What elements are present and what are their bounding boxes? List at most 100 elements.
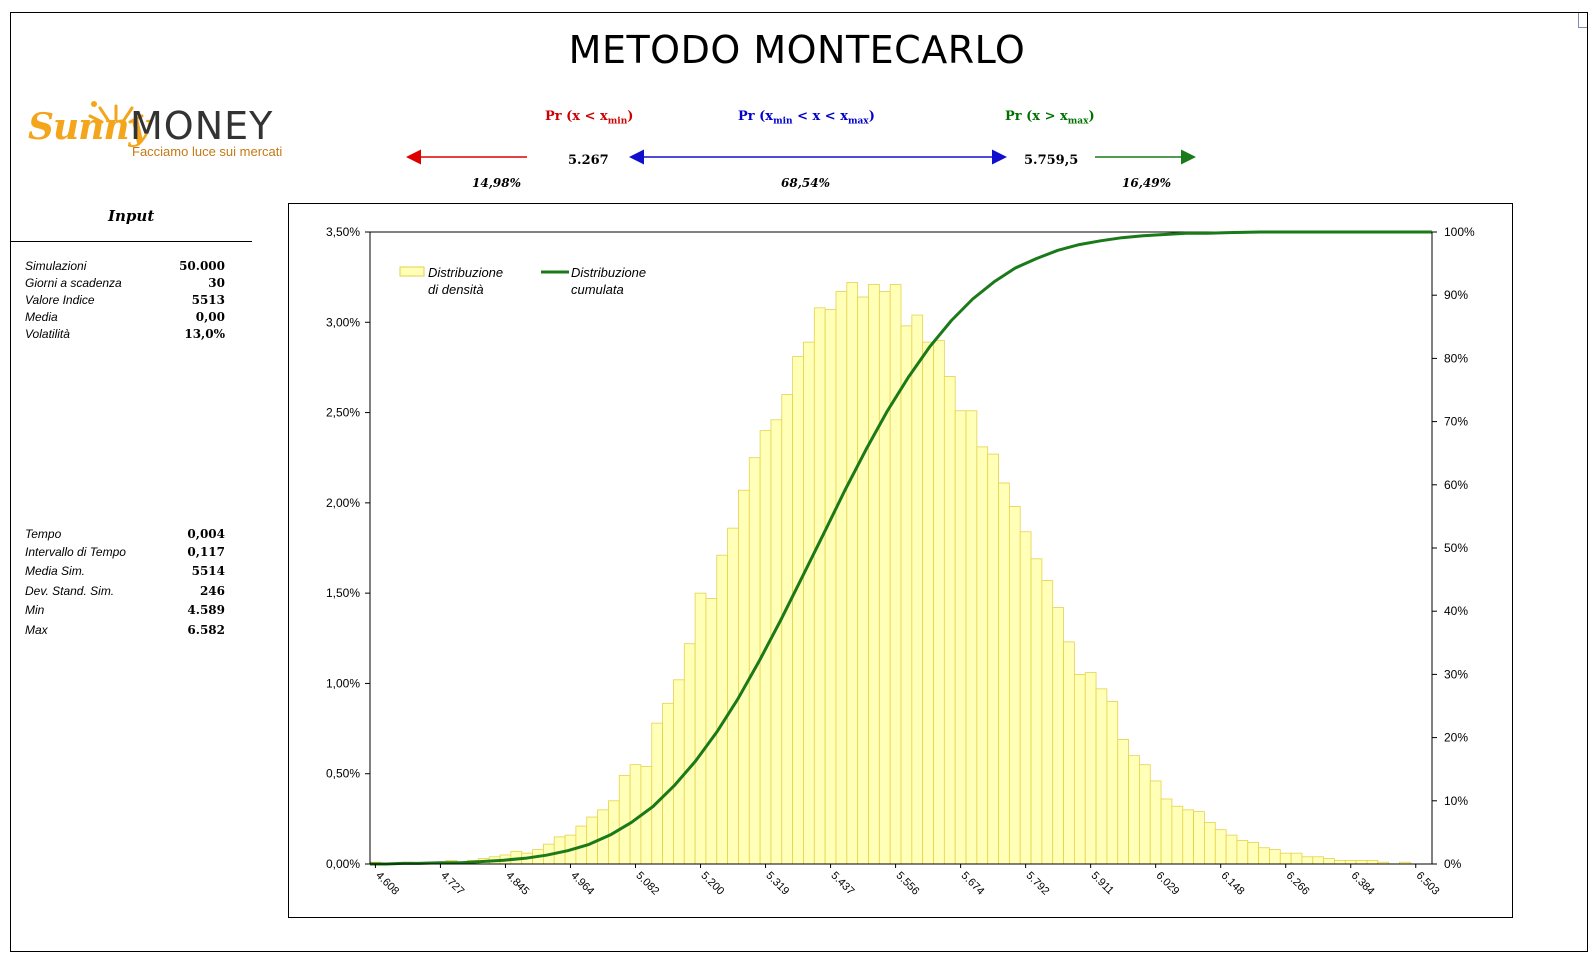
page-title: METODO MONTECARLO [568,28,1026,72]
density-bar [1019,531,1032,865]
density-bar [998,482,1010,865]
x-tick-label: 5.556 [893,870,921,898]
legend-cumulative-line1: Distribuzione [571,265,646,280]
density-bar [1355,859,1368,865]
density-bar [662,702,674,865]
density-bar [1171,805,1184,865]
window-corner-mark [1578,13,1587,28]
density-bar [1258,847,1270,865]
density-bar [683,643,696,865]
y-left-tick-label: 2,00% [326,496,360,510]
density-bar [878,291,891,865]
x-tick-label: 5.319 [763,870,791,898]
right-tail-pct: 16,49% [1122,176,1171,190]
density-bar [1247,841,1260,865]
x-tick-label: 6.148 [1219,870,1247,898]
sunny-money-logo: Sunny MONEY Facciamo luce sui mercati [26,100,286,170]
y-right-tick-label: 80% [1444,351,1468,365]
density-bar [1204,822,1216,865]
density-bar [835,291,848,865]
prob-below-min-label: Pr (x < xmin) [545,109,634,127]
density-bar [770,419,783,865]
x-tick-label: 6.384 [1349,870,1377,898]
density-bar [813,307,826,865]
y-left-tick-label: 3,50% [326,225,360,239]
density-bar [1117,739,1129,865]
x-tick-label: 4.727 [438,870,466,898]
x-tick-label: 6.503 [1414,870,1442,898]
density-bar [716,554,729,865]
density-bar [965,410,978,865]
y-right-tick-label: 50% [1444,541,1468,555]
y-right-tick-label: 0% [1444,857,1462,871]
density-bar [727,527,739,865]
density-bar [900,325,913,865]
x-tick-label: 5.911 [1089,870,1116,897]
density-bar [857,296,869,865]
x-tick-label: 4.608 [373,870,401,898]
density-bar [1073,673,1086,865]
legend-density-line1: Distribuzione [428,265,503,280]
y-right-tick-label: 90% [1444,288,1468,302]
density-bar [705,598,718,865]
y-right-tick-label: 20% [1444,731,1468,745]
density-bar [803,341,815,865]
x-tick-label: 5.792 [1024,870,1052,898]
input-divider [11,241,252,242]
density-bar [1290,852,1303,865]
density-bar [1063,641,1075,865]
y-left-tick-label: 3,00% [326,315,360,329]
x-tick-label: 5.437 [828,870,856,898]
density-bar [1344,859,1357,865]
density-bar [1008,506,1021,865]
density-bar [954,410,967,865]
density-bar [933,339,945,865]
density-bar [781,394,794,865]
y-right-tick-label: 40% [1444,604,1468,618]
density-bar [889,283,902,865]
density-bar [1193,811,1205,865]
left-tail-pct: 14,98% [472,176,521,190]
density-bar [1225,834,1238,865]
logo-tagline: Facciamo luce sui mercati [132,144,283,159]
x-max-value: 5.759,5 [1024,153,1079,168]
x-tick-label: 4.964 [568,870,596,898]
montecarlo-chart: 0,00% 0,50% 1,00% 1,50% 2,00% 2,50% 3,00% 3,50%… [326,225,1475,898]
prob-between-label: Pr (xmin < x < xmax) [738,109,875,127]
density-bar [1149,780,1162,865]
density-bar [868,283,880,865]
sun-rays-icon [88,101,144,124]
x-tick-label: 5.200 [698,870,726,898]
x-tick-label: 5.082 [633,870,661,898]
density-bar [1084,672,1097,865]
density-bar [1269,849,1281,865]
x-tick-label: 6.029 [1154,870,1182,898]
logo-script-text: Sunny [28,106,149,148]
density-bar [1095,688,1108,865]
y-left-tick-label: 1,00% [326,676,360,690]
density-bar [694,592,707,865]
density-bar [1160,798,1173,865]
prob-above-max-label: Pr (x > xmax) [1005,109,1095,127]
density-bar [1214,829,1227,865]
legend-cumulative-line2: cumulata [571,282,624,297]
x-tick-label: 4.845 [503,870,531,898]
y-left-tick-label: 0,50% [326,767,360,781]
density-bar [792,356,804,865]
y-left-tick-label: 0,00% [326,857,360,871]
density-bar [1030,558,1043,865]
density-bar [1236,840,1249,865]
density-bar [911,314,924,865]
density-bar [846,282,859,865]
y-right-tick-label: 30% [1444,667,1468,681]
y-right-tick-label: 70% [1444,415,1468,429]
y-right-tick-label: 100% [1444,225,1475,239]
density-bar [1106,701,1119,865]
cumulative-line [370,230,1432,866]
probability-arrows [406,149,1196,165]
legend-density-swatch [399,266,425,277]
density-bar [1139,764,1151,865]
density-bar [1334,859,1346,865]
density-bar [1182,809,1195,865]
density-bar [629,764,642,865]
